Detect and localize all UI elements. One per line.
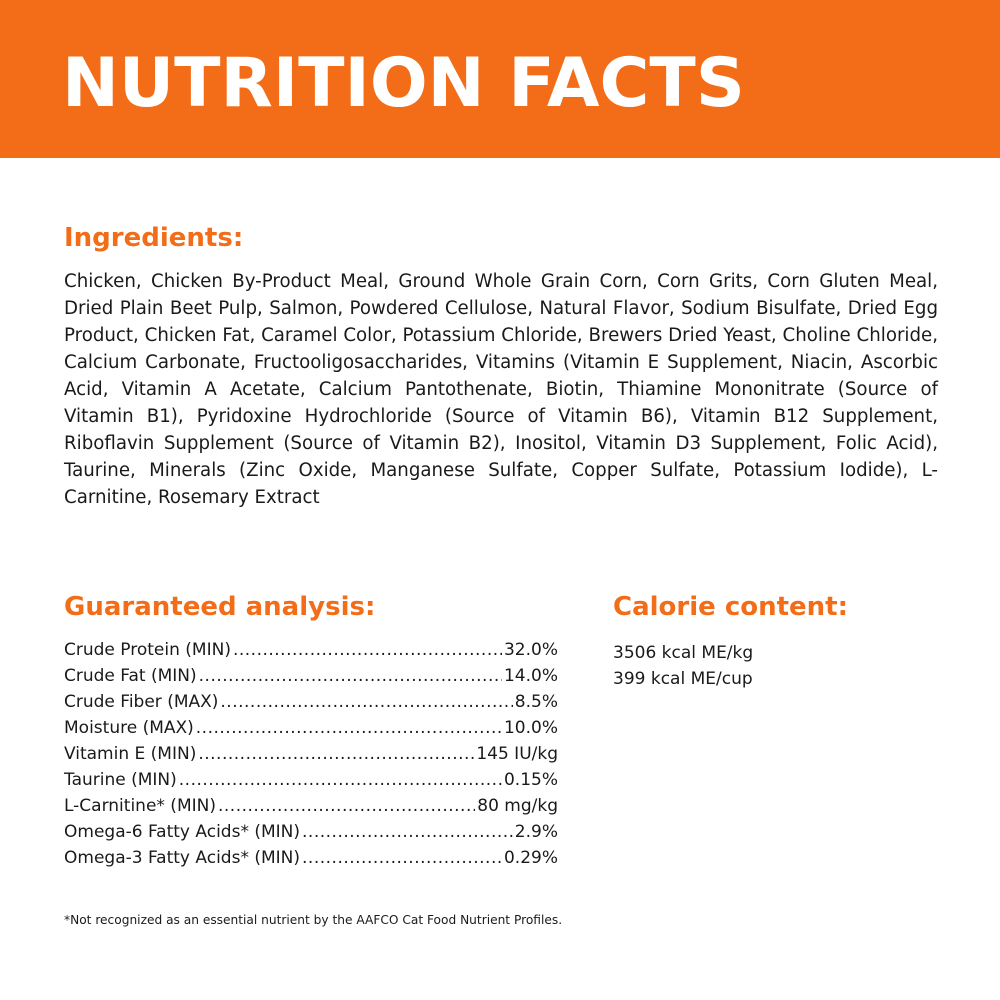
dot-leader [302, 845, 502, 871]
analysis-row: Omega-6 Fatty Acids* (MIN) 2.9% [64, 819, 558, 845]
analysis-row: Taurine (MIN) 0.15% [64, 767, 558, 793]
title-banner: NUTRITION FACTS [0, 0, 1000, 158]
analysis-row: L-Carnitine* (MIN) 80 mg/kg [64, 793, 558, 819]
analysis-row: Crude Fiber (MAX) 8.5% [64, 689, 558, 715]
ingredients-text: Chicken, Chicken By-Product Meal, Ground… [64, 271, 938, 508]
nutrient-value: 10.0% [503, 718, 558, 738]
dot-leader [179, 767, 502, 793]
nutrient-value: 80 mg/kg [477, 796, 558, 816]
nutrient-name: Omega-6 Fatty Acids* (MIN) [64, 822, 301, 842]
nutrient-value: 0.15% [503, 770, 558, 790]
nutrient-name: Crude Fat (MIN) [64, 666, 197, 686]
analysis-row: Vitamin E (MIN) 145 IU/kg [64, 741, 558, 767]
dot-leader [233, 637, 502, 663]
guaranteed-analysis-list: Crude Protein (MIN) 32.0% Crude Fat (MIN… [64, 637, 558, 871]
dot-leader [302, 819, 513, 845]
nutrient-value: 32.0% [503, 640, 558, 660]
dot-leader [196, 715, 502, 741]
nutrient-name: Moisture (MAX) [64, 718, 194, 738]
nutrient-value: 145 IU/kg [476, 744, 558, 764]
dot-leader [198, 741, 474, 767]
nutrient-value: 14.0% [503, 666, 558, 686]
nutrient-value: 2.9% [514, 822, 558, 842]
ingredients-heading: Ingredients: [64, 223, 244, 253]
nutrient-name: Vitamin E (MIN) [64, 744, 197, 764]
calorie-content-list: 3506 kcal ME/kg 399 kcal ME/cup [613, 640, 753, 692]
nutrient-value: 8.5% [514, 692, 558, 712]
nutrient-name: Taurine (MIN) [64, 770, 177, 790]
guaranteed-analysis-heading: Guaranteed analysis: [64, 592, 376, 622]
analysis-row: Omega-3 Fatty Acids* (MIN) 0.29% [64, 845, 558, 871]
nutrient-name: Omega-3 Fatty Acids* (MIN) [64, 848, 301, 868]
dot-leader [220, 689, 512, 715]
calorie-line: 3506 kcal ME/kg [613, 643, 754, 663]
calorie-line: 399 kcal ME/cup [613, 669, 753, 689]
footnote: *Not recognized as an essential nutrient… [64, 913, 563, 927]
analysis-row: Crude Fat (MIN) 14.0% [64, 663, 558, 689]
page-title: NUTRITION FACTS [62, 44, 745, 123]
nutrient-value: 0.29% [503, 848, 558, 868]
dot-leader [218, 793, 475, 819]
nutrient-name: L-Carnitine* (MIN) [64, 796, 216, 816]
analysis-row: Moisture (MAX) 10.0% [64, 715, 558, 741]
nutrient-name: Crude Protein (MIN) [64, 640, 231, 660]
analysis-row: Crude Protein (MIN) 32.0% [64, 637, 558, 663]
dot-leader [199, 663, 502, 689]
nutrient-name: Crude Fiber (MAX) [64, 692, 219, 712]
calorie-content-heading: Calorie content: [613, 592, 849, 622]
